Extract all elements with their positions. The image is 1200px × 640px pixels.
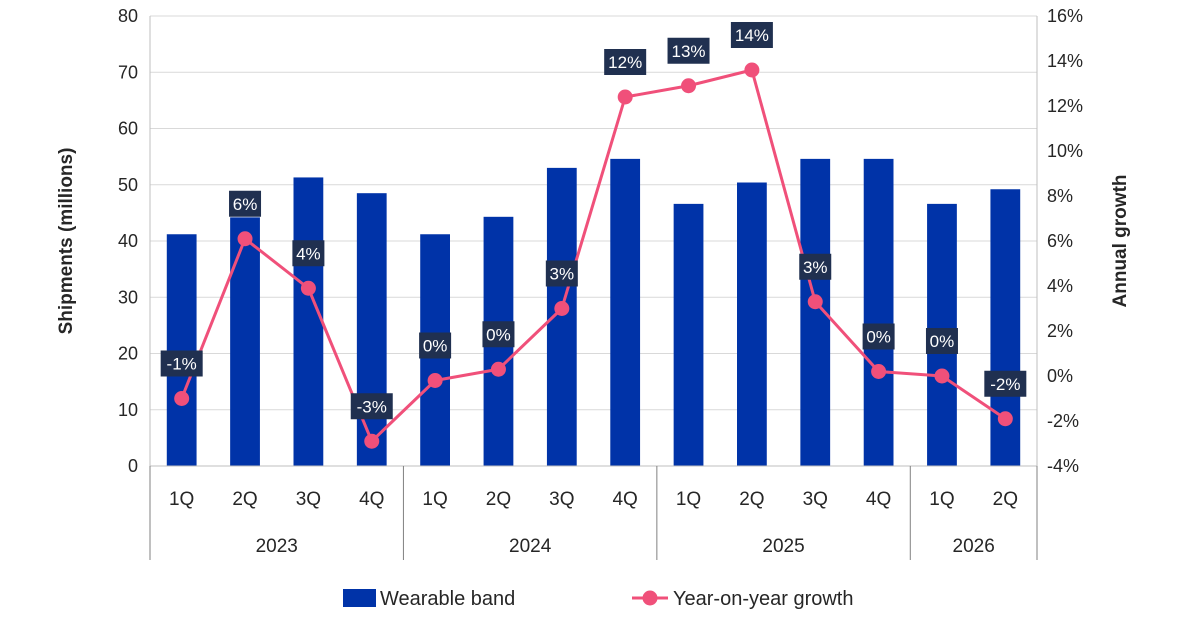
x-tick-label: 4Q	[359, 489, 384, 510]
data-label: 3%	[550, 265, 575, 284]
y-tick-label: 0	[128, 456, 138, 476]
x-tick-label: 1Q	[676, 489, 701, 510]
y2-tick-label: 4%	[1047, 276, 1073, 296]
data-label-box	[419, 332, 452, 359]
data-label: 0%	[866, 328, 891, 347]
y-tick-label: 80	[118, 6, 138, 26]
data-label-box	[604, 49, 647, 75]
x-tick-label: 2Q	[993, 489, 1018, 510]
y-tick-label: 50	[118, 175, 138, 195]
data-label: 0%	[930, 332, 955, 351]
data-label: 0%	[486, 325, 511, 344]
growth-point	[997, 411, 1013, 427]
x-tick-label: 3Q	[803, 489, 828, 510]
bar	[863, 158, 894, 466]
growth-point	[427, 373, 443, 388]
y2-tick-label: 6%	[1047, 231, 1073, 251]
legend-swatch-marker	[642, 590, 658, 606]
x-tick-label: 2Q	[486, 489, 511, 510]
x-tick-label: 1Q	[169, 489, 194, 510]
growth-point	[871, 364, 887, 379]
legend-label: Wearable band	[380, 588, 515, 610]
growth-line	[180, 68, 1007, 443]
growth-point	[681, 78, 697, 94]
x-tick-label: 3Q	[296, 489, 321, 510]
y2-tick-label: 0%	[1047, 366, 1073, 386]
legend-label: Year-on-year growth	[673, 588, 853, 610]
x-tick-label: 2Q	[739, 489, 764, 510]
data-label-box	[160, 350, 203, 377]
x-tick-label: 2Q	[232, 489, 257, 510]
growth-point	[554, 301, 570, 316]
data-label-box	[862, 323, 895, 350]
x-tick-label: 3Q	[549, 489, 574, 510]
data-label-box	[925, 328, 958, 354]
data-label-box	[667, 37, 710, 64]
y-tick-label: 40	[118, 231, 138, 251]
growth-point	[237, 231, 253, 247]
bar	[610, 158, 641, 466]
x-group-label: 2024	[509, 536, 552, 557]
data-label: 0%	[423, 337, 448, 356]
growth-point	[617, 89, 633, 105]
data-label: 4%	[296, 244, 321, 263]
data-label: -2%	[990, 375, 1020, 394]
x-group-label: 2025	[762, 536, 804, 557]
y2-tick-label: 14%	[1047, 51, 1083, 71]
x-group-label: 2026	[953, 536, 995, 557]
bar	[293, 177, 324, 466]
data-label: -3%	[357, 397, 387, 416]
bar	[356, 193, 387, 466]
bar	[673, 203, 704, 466]
data-label-box	[292, 240, 325, 267]
y2-tick-label: -4%	[1047, 456, 1079, 476]
growth-point	[807, 294, 823, 310]
growth-point	[934, 368, 950, 384]
data-label: 13%	[672, 42, 706, 61]
x-tick-label: 4Q	[612, 489, 637, 510]
x-tick-label: 1Q	[422, 489, 447, 510]
y-tick-label: 70	[118, 62, 138, 82]
data-label-box	[229, 190, 262, 217]
y-tick-label: 20	[118, 344, 138, 364]
data-label-box	[545, 260, 578, 287]
y2-axis-title: Annual growth	[1110, 175, 1131, 308]
data-label-box	[350, 393, 393, 420]
y-tick-label: 10	[118, 400, 138, 420]
data-label: 14%	[735, 26, 769, 45]
y2-tick-label: 2%	[1047, 321, 1073, 341]
bar	[166, 234, 197, 466]
data-label: 12%	[608, 53, 642, 72]
y-tick-label: 60	[118, 119, 138, 139]
growth-point	[744, 62, 760, 78]
data-label: 3%	[803, 258, 828, 277]
x-tick-label: 4Q	[866, 489, 891, 510]
growth-point	[174, 391, 190, 406]
bar	[737, 182, 767, 466]
data-label-box	[984, 370, 1027, 397]
y-tick-label: 30	[118, 287, 138, 307]
y2-tick-label: 10%	[1047, 141, 1083, 161]
data-label-box	[730, 22, 773, 48]
x-group-label: 2023	[256, 536, 298, 557]
data-label-box	[482, 321, 515, 348]
y2-tick-label: -2%	[1047, 411, 1079, 431]
y2-tick-label: 16%	[1047, 6, 1083, 26]
data-label: -1%	[167, 355, 197, 374]
growth-point	[364, 433, 380, 449]
y2-tick-label: 8%	[1047, 186, 1073, 206]
x-tick-label: 1Q	[929, 489, 954, 510]
growth-point	[300, 280, 316, 296]
data-label: 6%	[233, 195, 258, 214]
legend-swatch-bar	[343, 589, 376, 607]
growth-point	[490, 361, 506, 377]
y-axis-title: Shipments (millions)	[56, 148, 77, 335]
data-label-box	[799, 253, 832, 280]
y2-tick-label: 12%	[1047, 96, 1083, 116]
bar	[230, 217, 260, 466]
